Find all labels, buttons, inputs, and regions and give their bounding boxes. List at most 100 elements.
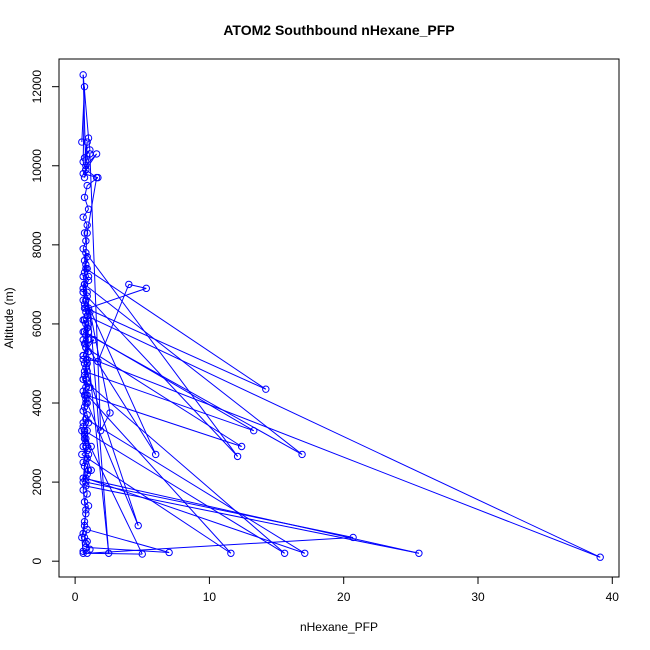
data-point: [80, 229, 89, 237]
series-segment: [84, 501, 89, 507]
series-segment: [82, 331, 303, 455]
data-point: [79, 486, 87, 494]
series-points: [78, 71, 604, 561]
x-tick-label: 20: [337, 590, 351, 604]
data-point: [138, 550, 146, 558]
data-point: [86, 308, 94, 316]
data-point: [86, 150, 94, 158]
series-segment: [84, 276, 89, 285]
data-point: [83, 359, 91, 368]
data-point: [79, 288, 87, 296]
data-point: [92, 150, 101, 158]
data-point: [80, 498, 89, 506]
data-point: [86, 146, 94, 154]
data-point: [151, 450, 160, 459]
data-point: [79, 458, 87, 467]
data-point: [82, 478, 90, 486]
data-point: [83, 288, 91, 296]
series-segment: [85, 268, 267, 390]
x-tick-label: 10: [203, 590, 217, 604]
data-point: [84, 328, 93, 336]
data-point: [80, 367, 89, 376]
data-point: [80, 154, 89, 162]
series-segment: [88, 287, 147, 309]
series-segment: [86, 177, 98, 234]
data-point: [79, 375, 87, 383]
data-point: [83, 470, 91, 478]
series-segment: [84, 197, 90, 210]
data-point: [125, 280, 133, 289]
series-segment: [85, 477, 305, 554]
data-point: [82, 296, 90, 304]
y-tick-label: 6000: [30, 310, 44, 337]
data-point: [83, 229, 91, 237]
data-point: [96, 426, 105, 435]
data-point: [80, 256, 89, 265]
series-segment: [82, 240, 87, 249]
data-point: [82, 304, 90, 312]
y-tick-label: 12000: [30, 70, 44, 104]
data-point: [280, 549, 289, 557]
data-point: [78, 450, 86, 459]
data-point: [84, 320, 93, 328]
series-segment: [85, 505, 89, 511]
data-point: [79, 407, 87, 415]
data-point: [83, 181, 91, 190]
data-point: [83, 292, 91, 300]
data-point: [298, 450, 306, 459]
data-point: [134, 521, 142, 530]
data-point: [83, 490, 91, 498]
data-point: [250, 426, 258, 435]
data-point: [83, 221, 91, 229]
series-segment: [85, 347, 242, 447]
x-tick-label: 0: [72, 590, 79, 604]
y-axis-label: Altitude (m): [2, 287, 16, 348]
y-tick-label: 8000: [30, 231, 44, 258]
data-point: [82, 249, 90, 257]
data-point: [78, 138, 86, 146]
series-segment: [85, 300, 157, 455]
data-point: [82, 260, 90, 269]
series-segment: [85, 394, 242, 447]
series-segment: [87, 536, 354, 554]
series-segment: [83, 552, 143, 555]
data-point: [301, 549, 309, 557]
data-point: [415, 549, 423, 557]
data-point: [78, 533, 86, 542]
data-point: [83, 411, 91, 419]
series-segment: [84, 430, 285, 554]
x-axis-label: nHexane_PFP: [300, 620, 378, 634]
series-line: [81, 74, 601, 558]
data-point: [233, 452, 242, 461]
data-point: [79, 213, 87, 221]
x-axis: 0 10 20 30 40: [72, 577, 619, 604]
series-segment: [82, 216, 88, 226]
series-segment: [82, 291, 238, 457]
data-point: [79, 549, 87, 557]
data-point: [79, 284, 87, 293]
data-point: [79, 328, 87, 336]
data-point: [83, 367, 91, 376]
plot-frame: [58, 58, 620, 578]
data-point: [83, 355, 91, 364]
data-point: [82, 363, 90, 372]
data-point: [227, 549, 235, 557]
data-point: [83, 446, 91, 455]
data-point: [349, 533, 357, 542]
data-point: [82, 166, 90, 174]
data-point: [79, 423, 87, 431]
series-segment: [84, 283, 303, 455]
series-segment: [83, 477, 420, 554]
series-segment: [81, 454, 232, 554]
series-segment: [97, 284, 130, 362]
chart-title: ATOM2 Southbound nHexane_PFP: [223, 22, 454, 38]
data-point: [83, 454, 91, 463]
data-point: [82, 320, 90, 328]
data-point: [80, 316, 89, 324]
data-point: [79, 71, 87, 79]
data-point: [80, 280, 89, 289]
data-point: [82, 539, 90, 548]
series-segment: [89, 312, 110, 554]
data-point: [87, 466, 95, 474]
